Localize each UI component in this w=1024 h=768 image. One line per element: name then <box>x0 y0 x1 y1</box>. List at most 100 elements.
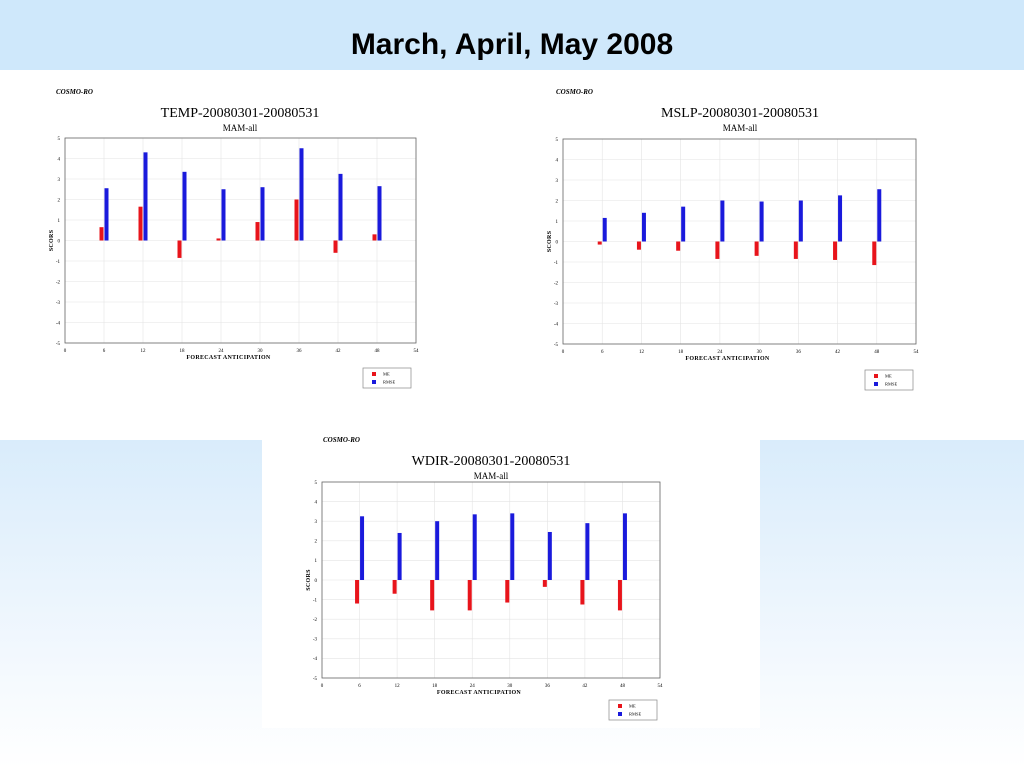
x-tick-label: 24 <box>219 349 225 354</box>
y-tick-label: -4 <box>554 322 559 327</box>
legend-label: RMSE <box>383 380 396 385</box>
bar-rmse <box>260 187 265 241</box>
bar-me <box>138 206 143 241</box>
chart-wdir: COSMO-RO WDIR-20080301-20080531 MAM-all -5 -… <box>306 436 664 721</box>
bar-rmse <box>377 186 382 241</box>
x-tick-label: 42 <box>835 350 841 355</box>
bar-me <box>177 240 182 258</box>
x-tick-label: 0 <box>562 350 565 355</box>
y-tick-label: -2 <box>56 280 61 285</box>
legend-swatch <box>372 380 376 384</box>
y-tick-label: -1 <box>313 598 318 603</box>
chart-panel-mslp: COSMO-RO MSLP-20080301-20080531 MAM-all -5 -… <box>540 80 925 400</box>
chart-temp: COSMO-RO TEMP-20080301-20080531 MAM-all -5 -… <box>49 88 420 389</box>
bar-rmse <box>397 532 402 580</box>
bar-me <box>636 241 641 250</box>
y-tick-label: -5 <box>56 342 61 347</box>
x-axis-label: FORECAST ANTICIPATION <box>186 355 271 361</box>
x-tick-label: 18 <box>432 684 438 689</box>
legend-swatch <box>874 382 878 386</box>
y-tick-label: -3 <box>313 638 318 643</box>
bar-rmse <box>602 217 607 242</box>
legend-swatch <box>618 704 622 708</box>
bar-me <box>542 580 547 587</box>
bar-me <box>467 580 472 611</box>
bar-me <box>392 580 397 594</box>
bar-rmse <box>547 531 552 580</box>
chart-subtitle: MAM-all <box>723 123 758 133</box>
model-label: COSMO-RO <box>56 88 93 96</box>
x-tick-label: 54 <box>914 350 920 355</box>
y-tick-label: -4 <box>56 321 61 326</box>
y-tick-label: -3 <box>56 301 61 306</box>
model-label: COSMO-RO <box>556 88 593 96</box>
bar-me <box>430 580 435 611</box>
x-tick-label: 54 <box>658 684 664 689</box>
y-tick-label: 3 <box>58 178 61 183</box>
y-tick-label: -4 <box>313 657 318 662</box>
legend-label: ME <box>629 704 636 709</box>
x-tick-label: 12 <box>639 350 645 355</box>
bar-me <box>355 580 360 604</box>
y-tick-label: 1 <box>556 220 559 225</box>
bar-me <box>676 241 681 251</box>
x-tick-label: 0 <box>64 349 67 354</box>
bar-me <box>617 580 622 611</box>
y-tick-label: 2 <box>58 198 61 203</box>
plot-area <box>562 138 917 345</box>
x-tick-label: 30 <box>757 350 763 355</box>
y-tick-label: 2 <box>556 199 559 204</box>
x-tick-label: 0 <box>321 684 324 689</box>
bar-rmse <box>510 513 515 580</box>
bar-me <box>372 234 377 241</box>
x-tick-label: 48 <box>874 350 880 355</box>
bar-me <box>597 241 602 245</box>
y-tick-label: 4 <box>58 157 61 162</box>
x-tick-label: 36 <box>545 684 551 689</box>
bar-me <box>505 580 510 603</box>
legend-label: ME <box>885 374 892 379</box>
x-tick-label: 30 <box>258 349 264 354</box>
x-tick-label: 12 <box>395 684 401 689</box>
bar-rmse <box>221 189 226 241</box>
x-tick-label: 24 <box>717 350 723 355</box>
y-tick-label: 0 <box>58 239 61 244</box>
y-tick-label: -1 <box>554 261 559 266</box>
bar-rmse <box>622 513 627 580</box>
bar-rmse <box>360 516 365 580</box>
bar-me <box>793 241 798 259</box>
x-tick-label: 6 <box>601 350 604 355</box>
bar-me <box>872 241 877 266</box>
bar-rmse <box>759 201 764 242</box>
x-tick-label: 18 <box>678 350 684 355</box>
legend-label: ME <box>383 372 390 377</box>
x-tick-label: 48 <box>375 349 381 354</box>
bar-rmse <box>299 148 304 241</box>
y-tick-label: -2 <box>554 281 559 286</box>
chart-mslp: COSMO-RO MSLP-20080301-20080531 MAM-all -5 -… <box>547 88 920 391</box>
bar-rmse <box>838 195 843 242</box>
chart-title: TEMP-20080301-20080531 <box>161 106 320 121</box>
bar-me <box>99 227 104 241</box>
x-tick-label: 42 <box>582 684 588 689</box>
y-tick-label: 4 <box>315 500 318 505</box>
legend-swatch <box>874 374 878 378</box>
y-tick-label: -2 <box>313 618 318 623</box>
bar-rmse <box>104 188 109 241</box>
model-label: COSMO-RO <box>323 436 360 444</box>
bar-me <box>216 238 221 241</box>
bar-me <box>715 241 720 259</box>
bar-rmse <box>877 189 882 242</box>
chart-title: WDIR-20080301-20080531 <box>412 454 571 469</box>
legend-swatch <box>618 712 622 716</box>
bar-rmse <box>720 200 725 242</box>
x-tick-label: 48 <box>620 684 626 689</box>
plot-area <box>64 137 417 344</box>
x-tick-label: 54 <box>414 349 420 354</box>
y-tick-label: 2 <box>315 540 318 545</box>
x-tick-label: 36 <box>297 349 303 354</box>
title-band <box>0 0 1024 70</box>
x-tick-label: 42 <box>336 349 342 354</box>
y-tick-label: 1 <box>315 559 318 564</box>
y-tick-label: -3 <box>554 302 559 307</box>
